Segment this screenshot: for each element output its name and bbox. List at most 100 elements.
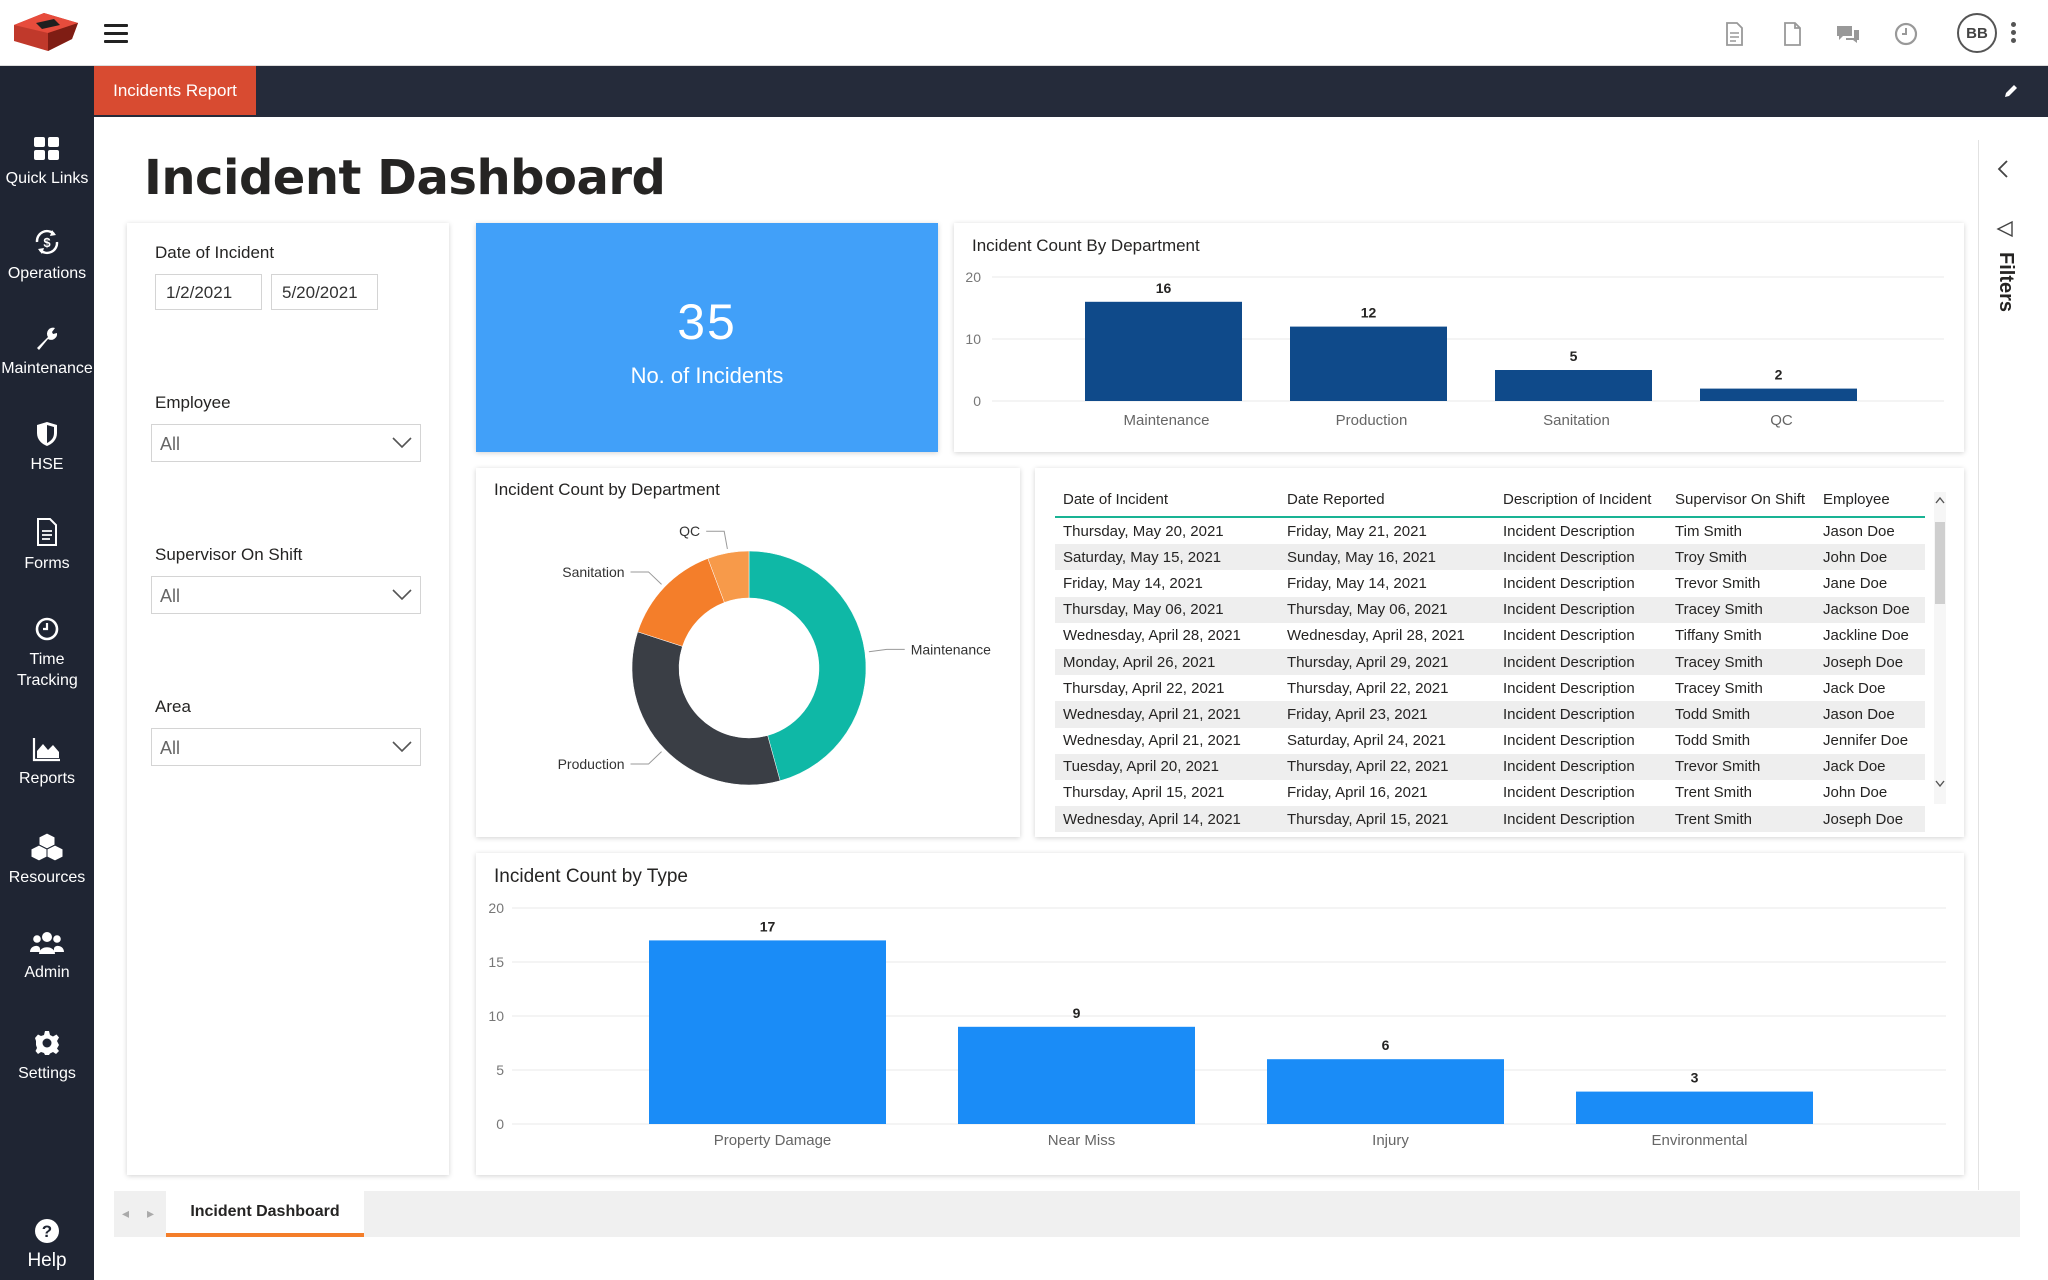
employee-select[interactable]: All [151,424,421,462]
slice-label: Maintenance [911,641,991,657]
chat-icon[interactable] [1834,20,1862,48]
table-cell: Incident Description [1503,627,1635,645]
users-icon [30,932,64,954]
sidebar-item-hse[interactable]: HSE [0,420,94,475]
table-cell: Thursday, April 29, 2021 [1287,653,1449,671]
sidebar-item-operations[interactable]: $ Operations [0,227,94,284]
sidebar-item-time-tracking[interactable]: Time Tracking [0,615,94,691]
table-cell: Thursday, April 22, 2021 [1063,679,1225,697]
table-cell: Friday, May 21, 2021 [1287,522,1427,540]
sidebar-item-admin[interactable]: Admin [0,930,94,983]
table-row[interactable]: Wednesday, April 14, 2021 Thursday, April… [1055,806,1925,832]
table-row[interactable]: Thursday, May 20, 2021 Friday, May 21, 20… [1055,518,1925,544]
column-header[interactable]: Description of Incident [1503,491,1652,508]
table-cell: Todd Smith [1675,705,1751,723]
sidebar-item-label: Resources [8,869,86,886]
date-from-input[interactable]: 1/2/2021 [155,274,262,310]
scroll-down-icon[interactable] [1935,780,1945,788]
table-cell: Wednesday, April 14, 2021 [1063,810,1241,828]
page-tab-bar: ◂ ▸ Incident Dashboard [114,1191,2020,1237]
sidebar-item-settings[interactable]: Settings [0,1029,94,1084]
table-row[interactable]: Wednesday, April 28, 2021 Wednesday, Apri… [1055,623,1925,649]
sidebar-item-label: Admin [24,964,70,981]
table-row[interactable]: Saturday, May 15, 2021 Sunday, May 16, 20… [1055,544,1925,571]
x-tick-label: Production [1336,412,1408,429]
chevron-left-icon[interactable] [1997,160,2009,178]
leader-line [630,751,662,765]
report-icon[interactable] [1720,20,1748,48]
table-cell: Jane Doe [1823,574,1888,592]
chart-title: Incident Count By Department [972,236,1200,255]
sidebar-item-maintenance[interactable]: Maintenance [0,324,94,379]
more-options-icon[interactable] [2010,22,2018,46]
prev-page-icon[interactable]: ◂ [122,1205,130,1221]
user-avatar[interactable]: BB [1957,13,1997,53]
table-cell: Incident Description [1503,810,1635,828]
sidebar-item-label: Settings [18,1065,76,1082]
donut-slice [637,558,725,647]
table-row[interactable]: Monday, April 26, 2021 Thursday, April 29… [1055,648,1925,676]
employee-select-value: All [160,434,181,454]
filters-pane[interactable]: Filters [1978,140,2030,1190]
column-header[interactable]: Supervisor On Shift [1675,491,1806,508]
sidebar-item-forms[interactable]: Forms [0,517,94,574]
sidebar-item-quick-links[interactable]: Quick Links [0,136,94,189]
file-icon[interactable] [1778,20,1806,48]
table-cell: Wednesday, April 21, 2021 [1063,732,1241,750]
table-cell: Incident Description [1503,522,1635,540]
table-row[interactable]: Thursday, April 22, 2021 Thursday, April … [1055,675,1925,701]
table-row[interactable]: Wednesday, April 21, 2021 Friday, April 2… [1055,701,1925,728]
brand-logo[interactable] [8,9,84,57]
clock-icon[interactable] [1892,20,1920,48]
data-label: 12 [1361,305,1377,321]
sidebar-item-help[interactable]: ? Help [0,1218,94,1271]
table-cell: Thursday, April 15, 2021 [1287,810,1449,828]
supervisor-select[interactable]: All [151,576,421,614]
slice-label: Sanitation [562,564,624,580]
table-cell: Incident Description [1503,758,1635,776]
table-cell: Friday, April 23, 2021 [1287,705,1428,723]
kpi-card[interactable]: 35 No. of Incidents [476,223,938,452]
incident-table-card[interactable]: Date of Incident▼ Date Reported Descriptio… [1035,468,1964,837]
tab-incidents-report[interactable]: Incidents Report [94,66,256,115]
area-filter-label: Area [155,697,191,716]
y-tick-label: 5 [496,1062,504,1078]
chart-title: Incident Count by Department [494,480,720,499]
leader-line [630,571,662,585]
pencil-icon[interactable] [2002,82,2020,100]
leader-line [868,648,905,653]
table-cell: Incident Description [1503,548,1635,566]
table-cell: Thursday, May 06, 2021 [1063,601,1224,619]
x-tick-label: Injury [1372,1132,1409,1149]
tab-incident-dashboard[interactable]: Incident Dashboard [166,1191,364,1237]
column-header[interactable]: Date Reported [1287,491,1385,508]
dept-bar-chart-card[interactable]: Incident Count By Department 0 10 20 16 Main… [954,223,1964,452]
table-scrollbar[interactable] [1934,492,1946,804]
type-bar-chart-card[interactable]: Incident Count by Type 0 5 10 15 20 17 Propert… [476,853,1964,1175]
table-cell: Saturday, May 15, 2021 [1063,548,1222,566]
sidebar-item-label: Reports [18,770,76,787]
bar [1085,301,1242,401]
scroll-up-icon[interactable] [1935,496,1945,504]
column-header[interactable]: Date of Incident▼ [1063,491,1169,508]
sidebar-item-resources[interactable]: Resources [0,831,94,888]
column-header[interactable]: Employee [1823,491,1890,508]
table-cell: Wednesday, April 21, 2021 [1063,705,1241,723]
svg-text:$: $ [43,235,51,250]
table-row[interactable]: Tuesday, April 20, 2021 Thursday, April 2… [1055,753,1925,780]
table-row[interactable]: Friday, May 14, 2021 Friday, May 14, 2021… [1055,570,1925,596]
menu-icon[interactable] [104,24,128,44]
sidebar-item-label: Operations [7,265,87,282]
sidebar-item-reports[interactable]: Reports [0,736,94,789]
y-tick-label: 20 [965,269,981,285]
sidebar-item-label: Forms [24,555,70,572]
scrollbar-thumb[interactable] [1935,522,1945,604]
date-to-input[interactable]: 5/20/2021 [271,274,378,310]
table-row[interactable]: Thursday, April 15, 2021 Friday, April 16… [1055,780,1925,806]
area-select[interactable]: All [151,728,421,766]
dept-donut-chart-card[interactable]: Incident Count by Department Maintenance… [476,468,1020,837]
next-page-icon[interactable]: ▸ [147,1205,155,1221]
filter-card: Date of Incident 1/2/2021 5/20/2021 Empl… [127,223,449,1175]
table-row[interactable]: Thursday, May 06, 2021 Thursday, May 06, … [1055,596,1925,623]
table-row[interactable]: Wednesday, April 21, 2021 Saturday, April… [1055,728,1925,754]
